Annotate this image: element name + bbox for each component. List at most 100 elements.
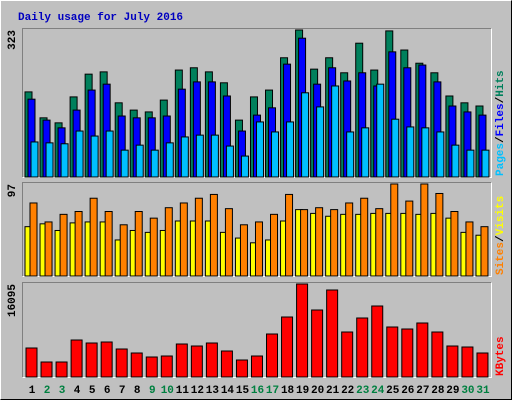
bar [75,130,84,178]
x-tick-label: 6 [104,385,111,397]
legend-entry: KBytes [495,336,507,376]
bar [194,197,203,277]
bar [59,213,68,277]
bar [311,309,324,378]
bar [190,345,203,378]
legend-separator: / [495,136,507,143]
x-tick-label: 8 [134,385,141,397]
bar [331,85,340,178]
bar [390,183,399,277]
panel-light [22,282,492,378]
x-tick-label: 18 [281,385,295,397]
bar [451,144,460,178]
bar [240,155,249,178]
bar [361,127,370,178]
bar [250,355,263,378]
x-tick-label: 13 [206,385,220,397]
bar [225,145,234,178]
bar [376,83,385,178]
bar [436,131,445,178]
y-tick-label: 16095 [7,284,19,317]
legend-entry: Files [495,103,507,136]
legend-separator: / [495,96,507,103]
bar [316,106,325,178]
y-tick-label: 97 [7,184,19,197]
bar [285,193,294,277]
bar [301,92,310,178]
x-tick-label: 14 [221,385,235,397]
bar [296,283,309,378]
bar [356,317,369,378]
bar [105,130,114,178]
x-tick-label: 10 [161,385,174,397]
bar [239,224,248,277]
legend-entry: Visits [495,196,507,236]
legend: Pages/Files/Hits [495,70,507,176]
bar [466,149,475,178]
bar [375,208,384,277]
bar [450,211,459,277]
bar [405,200,414,277]
bar [416,322,429,378]
panel-shadow [22,282,492,378]
bar [345,202,354,277]
bar [286,121,295,178]
bar [45,142,54,178]
bar [150,149,159,178]
bar [134,211,143,277]
x-tick-label: 3 [59,385,66,397]
x-tick-label: 1 [29,385,36,397]
bar [55,361,68,378]
bar [145,356,158,378]
x-tick-label: 28 [431,385,445,397]
bar [210,134,219,178]
bar [235,359,248,378]
bar [29,202,38,277]
bar [25,347,38,378]
bar [100,341,113,378]
x-tick-label: 26 [401,385,414,397]
bar [266,333,279,378]
x-tick-label: 25 [386,385,400,397]
bar [44,221,53,277]
x-tick-label: 23 [356,385,370,397]
bar [30,141,39,178]
x-tick-label: 29 [446,385,459,397]
x-tick-label: 20 [311,385,324,397]
bar [480,226,489,277]
x-tick-label: 2 [44,385,51,397]
bar [70,339,83,378]
x-tick-label: 4 [74,385,81,397]
bar [481,149,490,178]
x-tick-label: 24 [371,385,385,397]
bar [205,342,218,378]
bar [330,209,339,277]
bar [180,136,189,178]
legend-entry: Hits [495,70,507,96]
bar [224,208,233,277]
panel-shadow [22,182,492,277]
bar [465,221,474,277]
bar [104,211,113,277]
bar [135,144,144,178]
x-tick-label: 11 [176,385,190,397]
bar [165,142,174,178]
panel-shadow [22,28,492,178]
bar [461,346,474,378]
bar [271,131,280,178]
x-tick-label: 27 [416,385,429,397]
bar [300,209,309,277]
bar [115,348,128,378]
bar [179,202,188,277]
bar [220,350,233,378]
bar [119,224,128,277]
x-tick-label: 16 [251,385,264,397]
bar [254,221,263,277]
bar [281,316,294,378]
bar [435,192,444,277]
legend-entry: Pages [495,143,507,176]
x-tick-label: 7 [119,385,126,397]
bar [341,331,354,378]
